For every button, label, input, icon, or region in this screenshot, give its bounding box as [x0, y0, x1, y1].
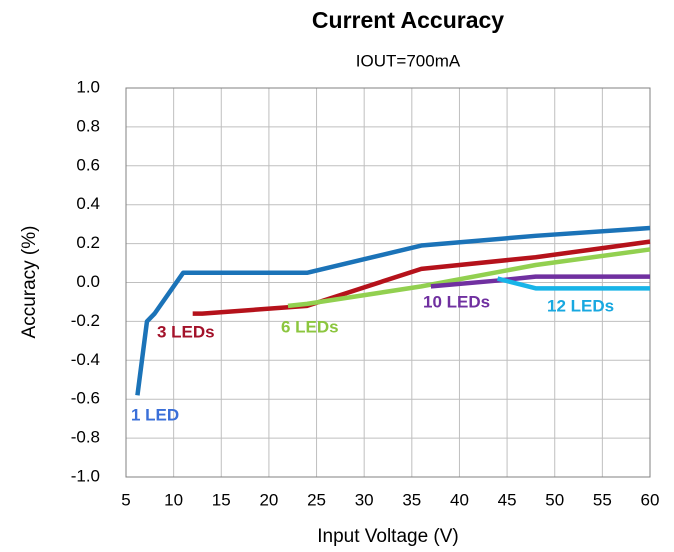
y-axis-label: Accuracy (%): [19, 226, 40, 339]
y-tick-label: -0.4: [71, 350, 100, 369]
x-tick-label: 20: [259, 490, 278, 509]
y-tick-label: 0.6: [76, 155, 100, 174]
x-tick-label: 45: [498, 490, 517, 509]
y-tick-label: -1.0: [71, 466, 100, 485]
y-tick-label: 1.0: [76, 77, 100, 96]
series-label: 12 LEDs: [547, 296, 614, 315]
series-line: [135, 225, 651, 396]
y-tick-label: 0.4: [76, 194, 100, 213]
y-tick-label: 0.2: [76, 233, 100, 252]
x-tick-label: 5: [121, 490, 130, 509]
x-tick-label: 10: [164, 490, 183, 509]
x-tick-label: 30: [355, 490, 374, 509]
series-line: [430, 274, 650, 289]
y-tick-label: -0.2: [71, 311, 100, 330]
plot-frame: [125, 87, 651, 478]
chart-title: Current Accuracy: [312, 7, 504, 33]
x-tick-label: 25: [307, 490, 326, 509]
series-label: 1 LED: [131, 405, 179, 424]
x-tick-label: 15: [212, 490, 231, 509]
y-tick-label: -0.6: [71, 389, 100, 408]
chart-subtitle: IOUT=700mA: [356, 51, 461, 70]
x-tick-label: 50: [545, 490, 564, 509]
series-line: [497, 276, 650, 291]
series-label: 6 LEDs: [281, 317, 339, 336]
y-tick-label: 0.0: [76, 272, 100, 291]
series-line: [287, 247, 651, 309]
x-tick-label: 55: [593, 490, 612, 509]
x-tick-label: 35: [402, 490, 421, 509]
series-label: 10 LEDs: [423, 292, 490, 311]
series-line: [192, 239, 651, 316]
y-tick-label: -0.8: [71, 428, 100, 447]
x-tick-label: 60: [641, 490, 660, 509]
x-tick-label: 40: [450, 490, 469, 509]
y-tick-label: 0.8: [76, 116, 100, 135]
x-axis-label: Input Voltage (V): [317, 526, 459, 547]
series-label: 3 LEDs: [157, 322, 215, 341]
